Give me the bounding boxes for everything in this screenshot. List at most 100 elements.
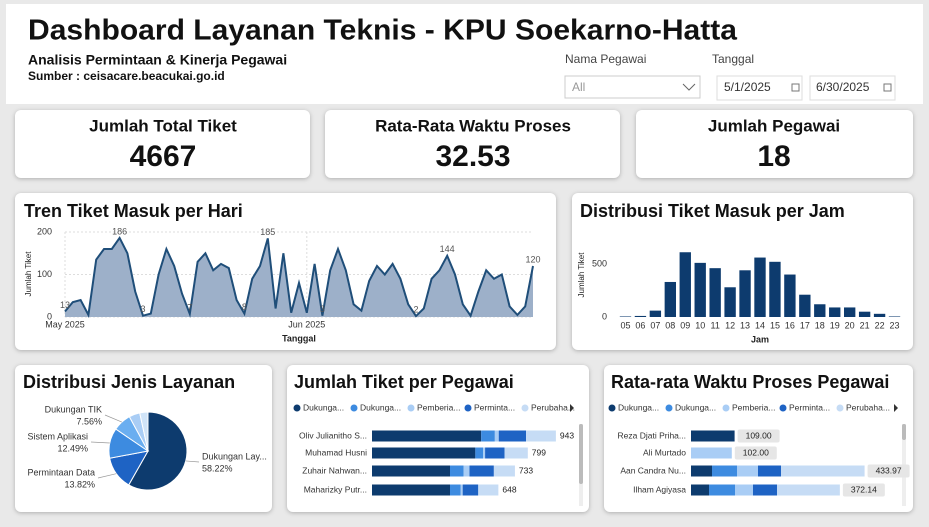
- bar-segment: [460, 484, 463, 496]
- bar-segment: [735, 484, 753, 496]
- date-input[interactable]: [809, 75, 896, 101]
- x-tick-label: 14: [755, 320, 765, 330]
- legend-label: Perubaha...: [531, 402, 575, 412]
- bar-segment: [463, 465, 470, 477]
- calendar-icon: [883, 83, 892, 92]
- legend-label: Pemberia...: [417, 402, 460, 412]
- kpi-value: 4667: [130, 140, 197, 173]
- filter-label: Nama Pegawai: [565, 52, 646, 66]
- kpi-card: [325, 110, 620, 178]
- total-label: 648: [502, 484, 516, 494]
- bar-segment: [691, 447, 732, 459]
- x-tick-label: May 2025: [45, 319, 85, 329]
- category-label: Muhamad Husni: [305, 447, 367, 457]
- scroll-thumb[interactable]: [579, 424, 583, 484]
- date-input[interactable]: [716, 75, 803, 101]
- bar-segment: [372, 447, 476, 459]
- legend-marker: [722, 404, 730, 412]
- data-label: 185: [260, 227, 275, 237]
- total-label: 799: [532, 447, 546, 457]
- pie-label: Dukungan TIK: [45, 404, 102, 414]
- pie-label: Permintaan Data: [27, 467, 95, 477]
- legend-marker: [836, 404, 844, 412]
- x-tick-label: 19: [830, 320, 840, 330]
- bar: [724, 287, 736, 317]
- bar-segment: [494, 430, 499, 442]
- total-label: 733: [519, 465, 533, 475]
- bar-segment: [691, 465, 712, 477]
- y-axis-label: Jumlah Tiket: [577, 252, 586, 298]
- bar-segment: [483, 447, 486, 459]
- x-tick-label: 17: [800, 320, 810, 330]
- legend-next[interactable]: [894, 404, 898, 412]
- bar: [709, 268, 721, 317]
- bar-segment: [777, 484, 840, 496]
- kpi-card: [15, 110, 310, 178]
- kpi-value: 18: [757, 140, 790, 173]
- date-start: 5/1/2025: [724, 80, 771, 94]
- legend-label: Perminta...: [474, 402, 515, 412]
- x-tick-label: 18: [815, 320, 825, 330]
- bar-segment: [485, 447, 505, 459]
- legend-next[interactable]: [570, 404, 574, 412]
- kpi-card: [636, 110, 913, 178]
- total-label: 109.00: [746, 430, 772, 440]
- legend-label: Perubaha...: [846, 402, 890, 412]
- data-label: 8: [242, 302, 247, 312]
- bar-segment: [526, 430, 556, 442]
- data-label: 7: [187, 302, 192, 312]
- total-label: 102.00: [743, 447, 769, 457]
- y-axis-label: Jumlah Tiket: [24, 251, 33, 297]
- bar-segment: [493, 465, 515, 477]
- bar-segment: [691, 484, 709, 496]
- bar: [829, 307, 841, 317]
- label-box: [734, 446, 777, 460]
- x-tick-label: Jun 2025: [288, 319, 325, 329]
- bar: [799, 294, 811, 317]
- bar-segment: [758, 465, 781, 477]
- bar-segment: [709, 484, 735, 496]
- x-tick-label: 07: [650, 320, 660, 330]
- category-label: Ali Murtado: [643, 447, 686, 457]
- x-tick-label: 16: [785, 320, 795, 330]
- legend-marker: [350, 404, 358, 412]
- legend-label: Perminta...: [789, 402, 830, 412]
- line: [64, 235, 534, 319]
- x-axis-label: Jam: [751, 334, 769, 344]
- bar: [844, 307, 856, 317]
- leader-line: [97, 473, 117, 479]
- bar: [679, 252, 691, 317]
- bar-segment: [372, 465, 450, 477]
- x-tick-label: 23: [890, 320, 900, 330]
- category-label: Maharizky Putr...: [304, 484, 367, 494]
- dropdown-arrow: [682, 83, 696, 91]
- dropdown[interactable]: [564, 75, 701, 99]
- bar-segment: [481, 430, 495, 442]
- data-label: 144: [440, 244, 455, 254]
- pie-slice: [139, 411, 149, 452]
- bar: [754, 257, 766, 317]
- x-tick-label: 12: [725, 320, 735, 330]
- label-box: [842, 483, 885, 497]
- legend-label: Dukunga...: [675, 402, 716, 412]
- y-tick-label: 100: [37, 269, 52, 279]
- pie-label: Dukungan Lay...: [202, 451, 267, 461]
- scroll-thumb[interactable]: [902, 424, 906, 440]
- x-tick-label: 21: [860, 320, 870, 330]
- leader-line: [104, 414, 122, 423]
- category-label: Aan Candra Nu...: [620, 465, 686, 475]
- x-axis-label: Tanggal: [282, 333, 316, 343]
- bar-segment: [469, 465, 494, 477]
- pie-slice: [128, 411, 188, 491]
- filter-label: Tanggal: [712, 52, 754, 66]
- leader-line: [185, 460, 200, 463]
- x-tick-label: 22: [875, 320, 885, 330]
- bar-segment: [462, 484, 479, 496]
- chart-title: Distribusi Tiket Masuk per Jam: [580, 201, 845, 221]
- bar: [664, 281, 676, 317]
- kpi-title: Jumlah Pegawai: [708, 116, 840, 135]
- legend-marker: [521, 404, 529, 412]
- bar-segment: [498, 430, 527, 442]
- category-label: Ilham Agiyasa: [633, 484, 686, 494]
